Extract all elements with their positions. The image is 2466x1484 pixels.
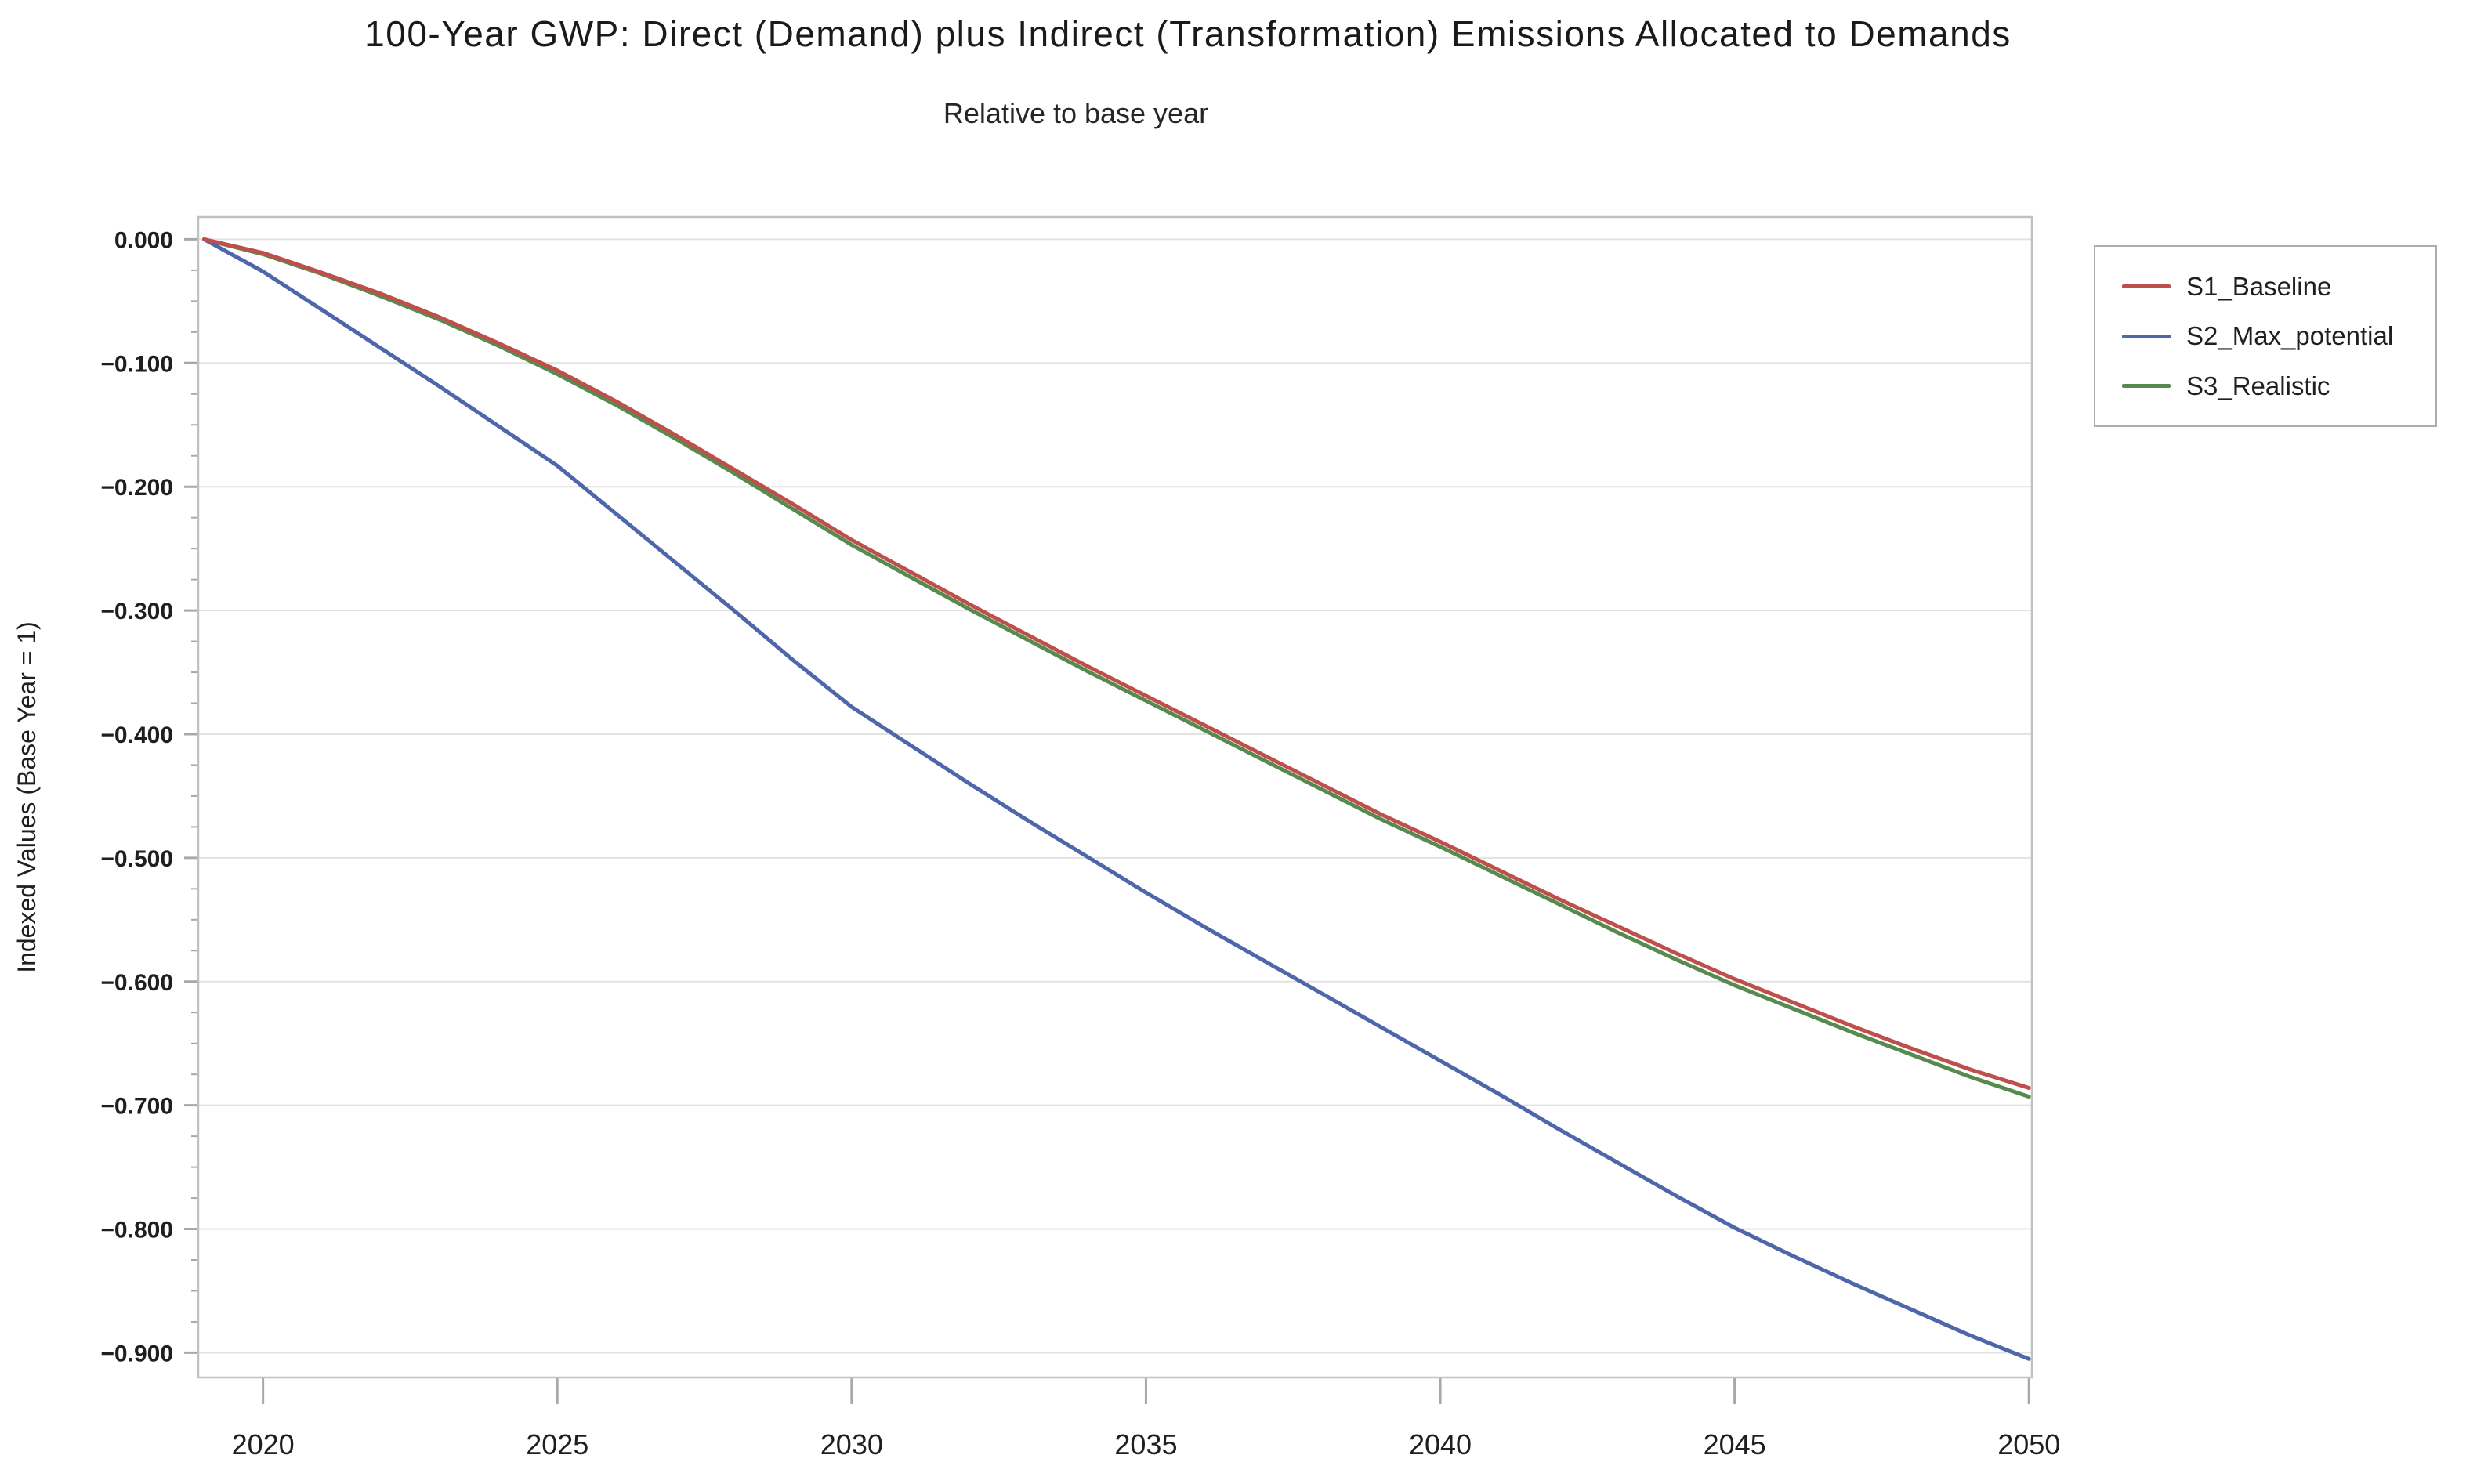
legend-swatch-s2-line xyxy=(2122,334,2171,338)
x-tick-label: 2045 xyxy=(1704,1428,1766,1460)
x-tick-label: 2030 xyxy=(820,1428,883,1460)
y-tick-label: −0.100 xyxy=(100,351,173,377)
legend-entry-s1: S1_Baseline xyxy=(2122,272,2435,302)
y-tick-label: −0.700 xyxy=(100,1094,173,1120)
chart-title: 100-Year GWP: Direct (Demand) plus Indir… xyxy=(364,13,2012,54)
x-tick-label: 2025 xyxy=(526,1428,588,1460)
plot-frame xyxy=(197,215,2033,1379)
legend-entry-s3: S3_Realistic xyxy=(2122,371,2435,401)
y-tick-label: −0.200 xyxy=(100,475,173,501)
legend-label-s2: S2_Max_potential xyxy=(2186,321,2394,350)
y-tick-label: 0.000 xyxy=(114,227,173,253)
y-tick-label: −0.600 xyxy=(100,970,173,996)
y-tick-label: −0.500 xyxy=(100,846,173,872)
y-tick-label: −0.300 xyxy=(100,599,173,624)
x-tick-label: 2020 xyxy=(232,1428,295,1460)
y-tick-label: −0.800 xyxy=(100,1218,173,1243)
legend-label-s1: S1_Baseline xyxy=(2186,271,2332,301)
x-tick-label: 2035 xyxy=(1114,1428,1177,1460)
legend-swatch-s1-line xyxy=(2122,284,2171,288)
series-line-S3_Realistic xyxy=(202,237,2031,1099)
series-line-S1_Baseline xyxy=(202,237,2031,1090)
y-tick-label: −0.400 xyxy=(100,722,173,748)
x-tick-label: 2040 xyxy=(1409,1428,1472,1460)
legend-box: S1_Baseline S2_Max_potential S3_Realisti… xyxy=(2094,245,2437,427)
legend-label-s3: S3_Realistic xyxy=(2186,371,2330,400)
legend-swatch-s3-line xyxy=(2122,384,2171,388)
series-line-S2_Max_potential xyxy=(202,237,2031,1361)
chart-subtitle: Relative to base year xyxy=(943,97,1209,129)
legend-entry-s2: S2_Max_potential xyxy=(2122,321,2435,351)
x-tick-label: 2050 xyxy=(1997,1428,2060,1460)
y-tick-label: −0.900 xyxy=(100,1341,173,1366)
